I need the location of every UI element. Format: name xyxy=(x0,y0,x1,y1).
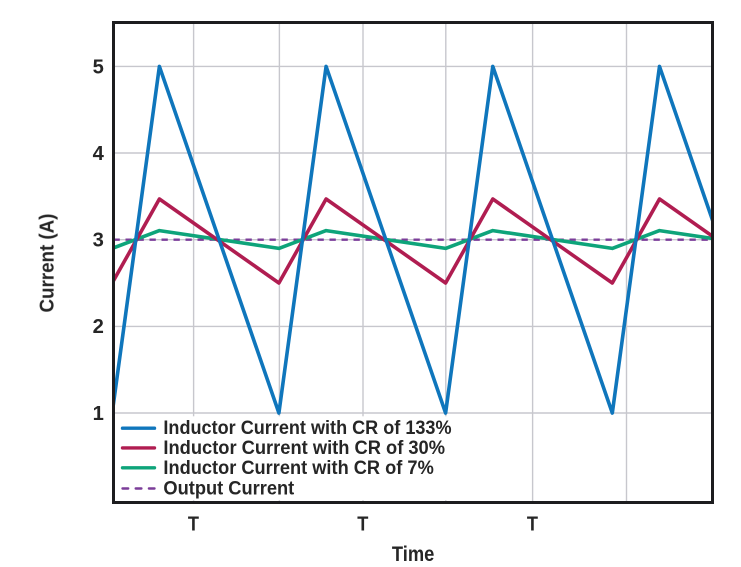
svg-text:Inductor Current with CR of 30: Inductor Current with CR of 30% xyxy=(163,437,445,459)
svg-text:1: 1 xyxy=(93,403,104,425)
svg-text:Inductor Current with CR of 13: Inductor Current with CR of 133% xyxy=(163,417,452,439)
svg-text:Inductor Current with CR of 7%: Inductor Current with CR of 7% xyxy=(163,457,434,479)
svg-text:T: T xyxy=(357,514,368,536)
svg-text:T: T xyxy=(527,514,538,536)
svg-text:T: T xyxy=(188,514,199,536)
svg-text:Output Current: Output Current xyxy=(163,477,295,499)
svg-text:4: 4 xyxy=(93,143,105,165)
svg-text:5: 5 xyxy=(93,56,104,78)
svg-text:2: 2 xyxy=(93,316,104,338)
svg-text:Time: Time xyxy=(392,543,434,567)
svg-text:3: 3 xyxy=(93,230,104,252)
svg-text:Current (A): Current (A) xyxy=(36,214,59,313)
